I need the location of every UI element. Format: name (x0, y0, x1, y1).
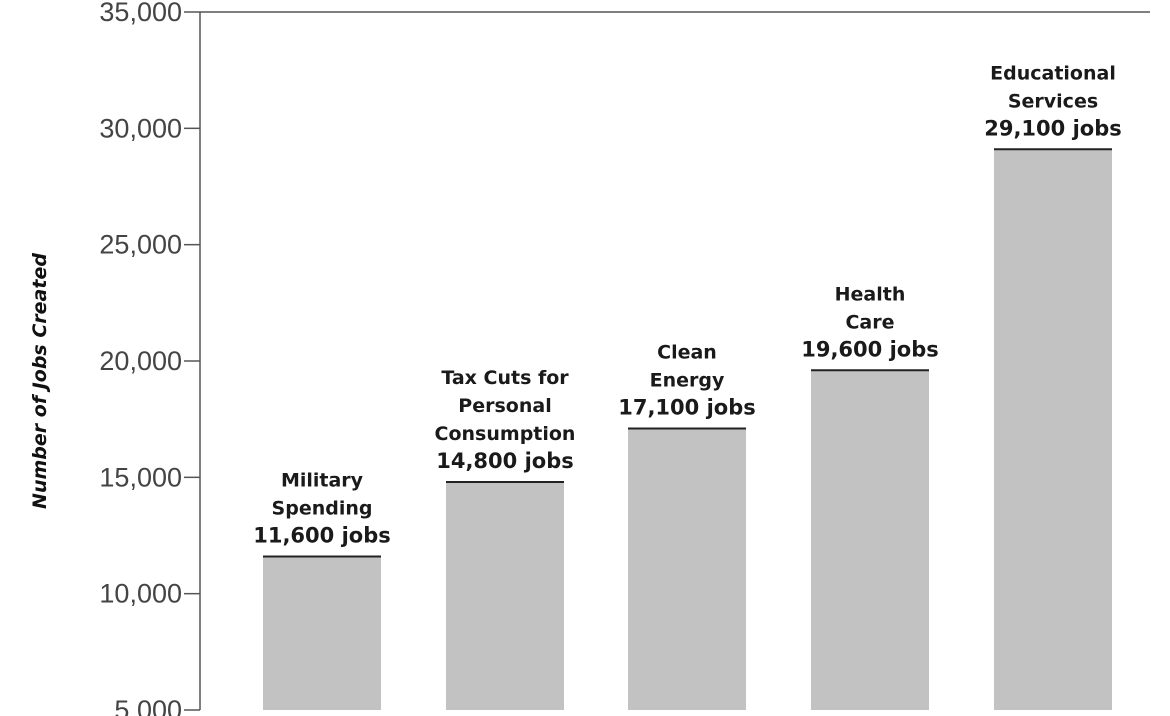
y-tick-label: 35,000 (99, 0, 182, 27)
bar-category-label: Energy (650, 369, 725, 391)
bar-value-label: 14,800 jobs (436, 449, 574, 473)
bars-group (263, 148, 1112, 711)
bar-category-label: Spending (272, 497, 373, 519)
y-tick-label: 30,000 (99, 113, 182, 143)
y-axis-ticks: 5,000 10,000 15,000 20,000 25,000 30,000 35,00… (99, 0, 200, 716)
bar-value-label: 19,600 jobs (801, 337, 939, 361)
bar-category-label: Care (845, 311, 894, 333)
y-tick-label: 15,000 (99, 462, 182, 492)
y-tick-label: 10,000 (99, 579, 182, 609)
bar-value-label: 29,100 jobs (984, 116, 1122, 140)
bar (446, 481, 564, 710)
bar-value-label: 11,600 jobs (253, 523, 391, 547)
bar-category-label: Educational (990, 62, 1116, 84)
bar (263, 556, 381, 710)
bar-category-label: Military (281, 469, 364, 491)
y-tick-label: 25,000 (99, 230, 182, 260)
bar-category-label: Services (1008, 90, 1098, 112)
y-axis-title: Number of Jobs Created (29, 253, 51, 509)
y-tick-label: 5,000 (114, 695, 182, 716)
bar (811, 370, 929, 710)
bar-category-label: Clean (657, 341, 717, 363)
bar (994, 149, 1112, 711)
bar (628, 428, 746, 710)
bar-category-label: Personal (458, 395, 551, 417)
bar-labels-group: Military Spending 11,600 jobs Tax Cuts for P… (253, 62, 1122, 547)
y-tick-label: 20,000 (99, 346, 182, 376)
bar-value-label: 17,100 jobs (618, 395, 756, 419)
bar-category-label: Health (835, 283, 906, 305)
bar-category-label: Tax Cuts for (441, 367, 569, 389)
bar-category-label: Consumption (435, 423, 576, 445)
